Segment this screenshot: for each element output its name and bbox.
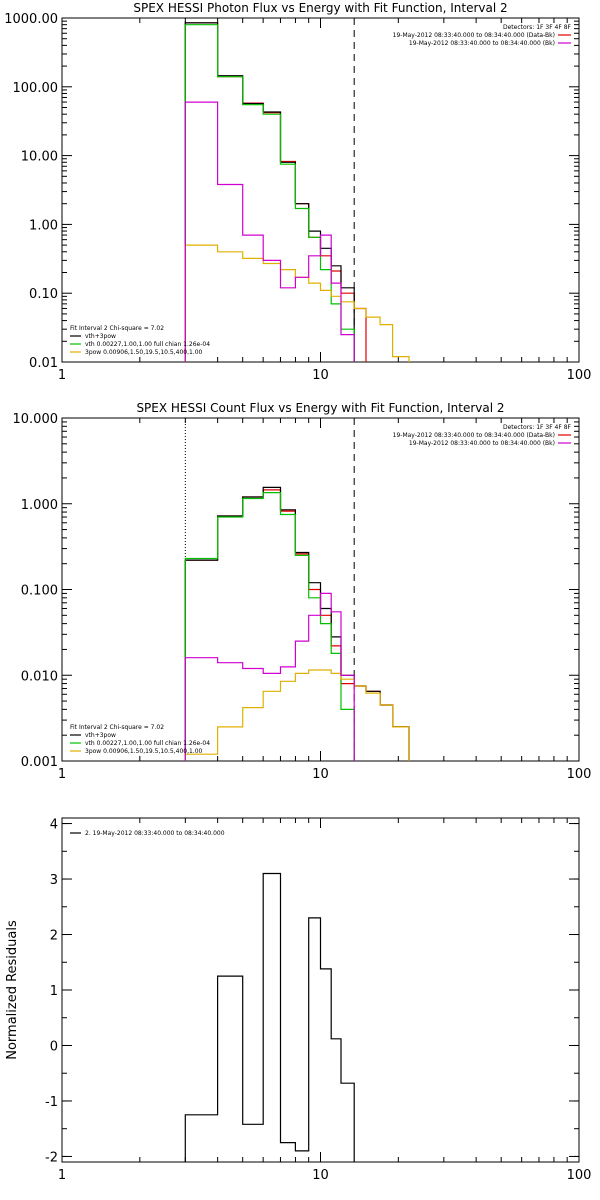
photon-flux-panel: SPEX HESSI Photon Flux vs Energy with Fi… [4, 1, 591, 383]
legend-item-label: vth 0.00227,1.00,1.00 full chian 1.26e-0… [85, 341, 210, 348]
y-tick-label: 100.00 [13, 81, 59, 96]
series-data-bk [185, 23, 366, 362]
series-vth [185, 493, 354, 761]
y-axis-label: Normalized Residuals [5, 920, 20, 1060]
series-bk [185, 102, 354, 362]
x-tick-label: 1 [58, 767, 66, 782]
count-flux-panel: SPEX HESSI Count Flux vs Energy with Fit… [13, 401, 592, 782]
y-tick-label: -1 [45, 1095, 58, 1110]
plot-frame [62, 818, 579, 1162]
legend-detectors: Detectors: 1F 3F 4F 8F [503, 24, 572, 31]
series-data-bk [185, 490, 409, 761]
y-tick-label: 0.01 [29, 356, 58, 371]
plot-frame [62, 18, 579, 362]
series-3pow [185, 245, 409, 362]
legend-item-label: vth+3pow [85, 333, 116, 340]
legend-item-label: 19-May-2012 08:33:40.000 to 08:34:40.000… [409, 40, 555, 47]
y-tick-label: 10.00 [21, 150, 58, 165]
y-tick-label: 1 [50, 984, 58, 999]
series-3pow [185, 670, 409, 761]
legend-item-label: 3pow 0.00906,1.50,19.5,10.5,400,1.00 [85, 349, 203, 356]
legend-item-label: vth 0.00227,1.00,1.00 full chian 1.26e-0… [85, 740, 210, 747]
x-tick-label: 10 [312, 368, 329, 383]
legend-item-label: 2. 19-May-2012 08:33:40.000 to 08:34:40.… [85, 830, 225, 837]
x-tick-label: 100 [567, 1168, 592, 1183]
y-tick-label: 0.001 [21, 755, 58, 770]
residuals-panel: 1 10 100 -2 -1 0 1 2 3 4 Normalized Residuals 2. 19… [5, 818, 591, 1183]
y-tick-label: 1000.00 [4, 12, 58, 27]
x-tick-label: 100 [567, 368, 592, 383]
y-tick-label: 1.000 [21, 498, 58, 513]
series-vth-3pow [185, 487, 409, 761]
y-tick-label: 2 [50, 929, 58, 944]
y-tick-label: 0.100 [21, 584, 58, 599]
y-tick-label: 1.00 [29, 218, 58, 233]
y-tick-label: 4 [50, 818, 58, 833]
legend-fit-header: Fit Interval 2 Chi-square = 7.02 [70, 724, 164, 731]
y-tick-label: 0 [50, 1039, 58, 1054]
legend-fit-header: Fit Interval 2 Chi-square = 7.02 [70, 325, 164, 332]
legend-item-label: 19-May-2012 08:33:40.000 to 08:34:40.000… [393, 432, 555, 439]
x-tick-label: 1 [58, 1168, 66, 1183]
series-bk [185, 593, 354, 761]
y-tick-label: 0.10 [29, 287, 58, 302]
series-vth [185, 25, 354, 362]
chart-title: SPEX HESSI Photon Flux vs Energy with Fi… [133, 1, 507, 15]
legend-detectors: Detectors: 1F 3F 4F 8F [503, 424, 572, 431]
figure: SPEX HESSI Photon Flux vs Energy with Fi… [0, 0, 600, 1200]
x-tick-label: 1 [58, 368, 66, 383]
x-tick-label: 10 [312, 1168, 329, 1183]
legend-item-label: 19-May-2012 08:33:40.000 to 08:34:40.000… [393, 32, 555, 39]
x-tick-label: 100 [567, 767, 592, 782]
series-vth-3pow [185, 23, 354, 362]
legend-item-label: vth+3pow [85, 732, 116, 739]
y-tick-label: 10.000 [13, 412, 59, 427]
y-tick-label: 0.010 [21, 669, 58, 684]
x-tick-label: 10 [312, 767, 329, 782]
series-2-19-may-2012-08-33-40-000-to-08-34-40-000 [185, 874, 354, 1163]
y-tick-label: 3 [50, 873, 58, 888]
legend-item-label: 19-May-2012 08:33:40.000 to 08:34:40.000… [409, 440, 555, 447]
legend-item-label: 3pow 0.00906,1.50,19.5,10.5,400,1.00 [85, 748, 203, 755]
chart-title: SPEX HESSI Count Flux vs Energy with Fit… [136, 401, 504, 415]
y-tick-label: -2 [45, 1150, 58, 1165]
